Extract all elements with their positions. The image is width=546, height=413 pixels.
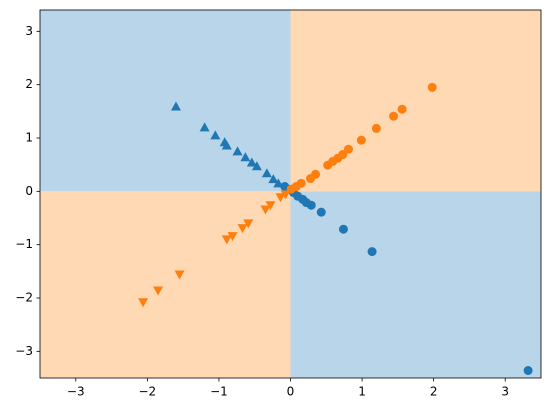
x-tick-label: 0 [287,385,295,399]
point [280,190,291,200]
point [371,123,381,133]
y-tick-label: 2 [25,77,33,91]
y-tick-label: −2 [15,291,33,305]
point [268,174,279,184]
point [397,104,407,114]
point [427,82,437,92]
point [237,224,248,234]
point [260,205,271,215]
point [311,169,321,179]
point [275,193,286,203]
y-tick-label: 3 [25,24,33,38]
y-tick-label: 1 [25,131,33,145]
point [261,168,272,178]
point [356,135,366,145]
y-tick-label: −1 [15,237,33,251]
point [265,201,276,211]
point [338,150,348,160]
point [343,144,353,154]
x-tick-label: −1 [210,385,228,399]
point [153,286,164,296]
y-tick-label: −3 [15,344,33,358]
point [138,298,149,308]
point [199,122,210,132]
point [338,224,348,234]
x-tick-label: −2 [139,385,157,399]
point [240,152,251,162]
x-tick-label: −3 [67,385,85,399]
point [227,232,238,242]
point [246,157,257,167]
point [316,207,326,217]
point [389,111,399,121]
point [170,101,181,111]
decision-region [290,191,541,378]
point [174,270,185,280]
point [243,219,254,229]
x-tick-label: 1 [358,385,366,399]
point [306,200,316,210]
x-tick-label: 2 [430,385,438,399]
point [221,235,232,245]
point [251,161,262,171]
y-tick-label: 0 [25,184,33,198]
point [221,140,232,150]
point [367,247,377,257]
x-tick-label: 3 [501,385,509,399]
point [210,130,221,140]
point [232,146,243,156]
point [523,366,533,376]
point [296,178,306,188]
